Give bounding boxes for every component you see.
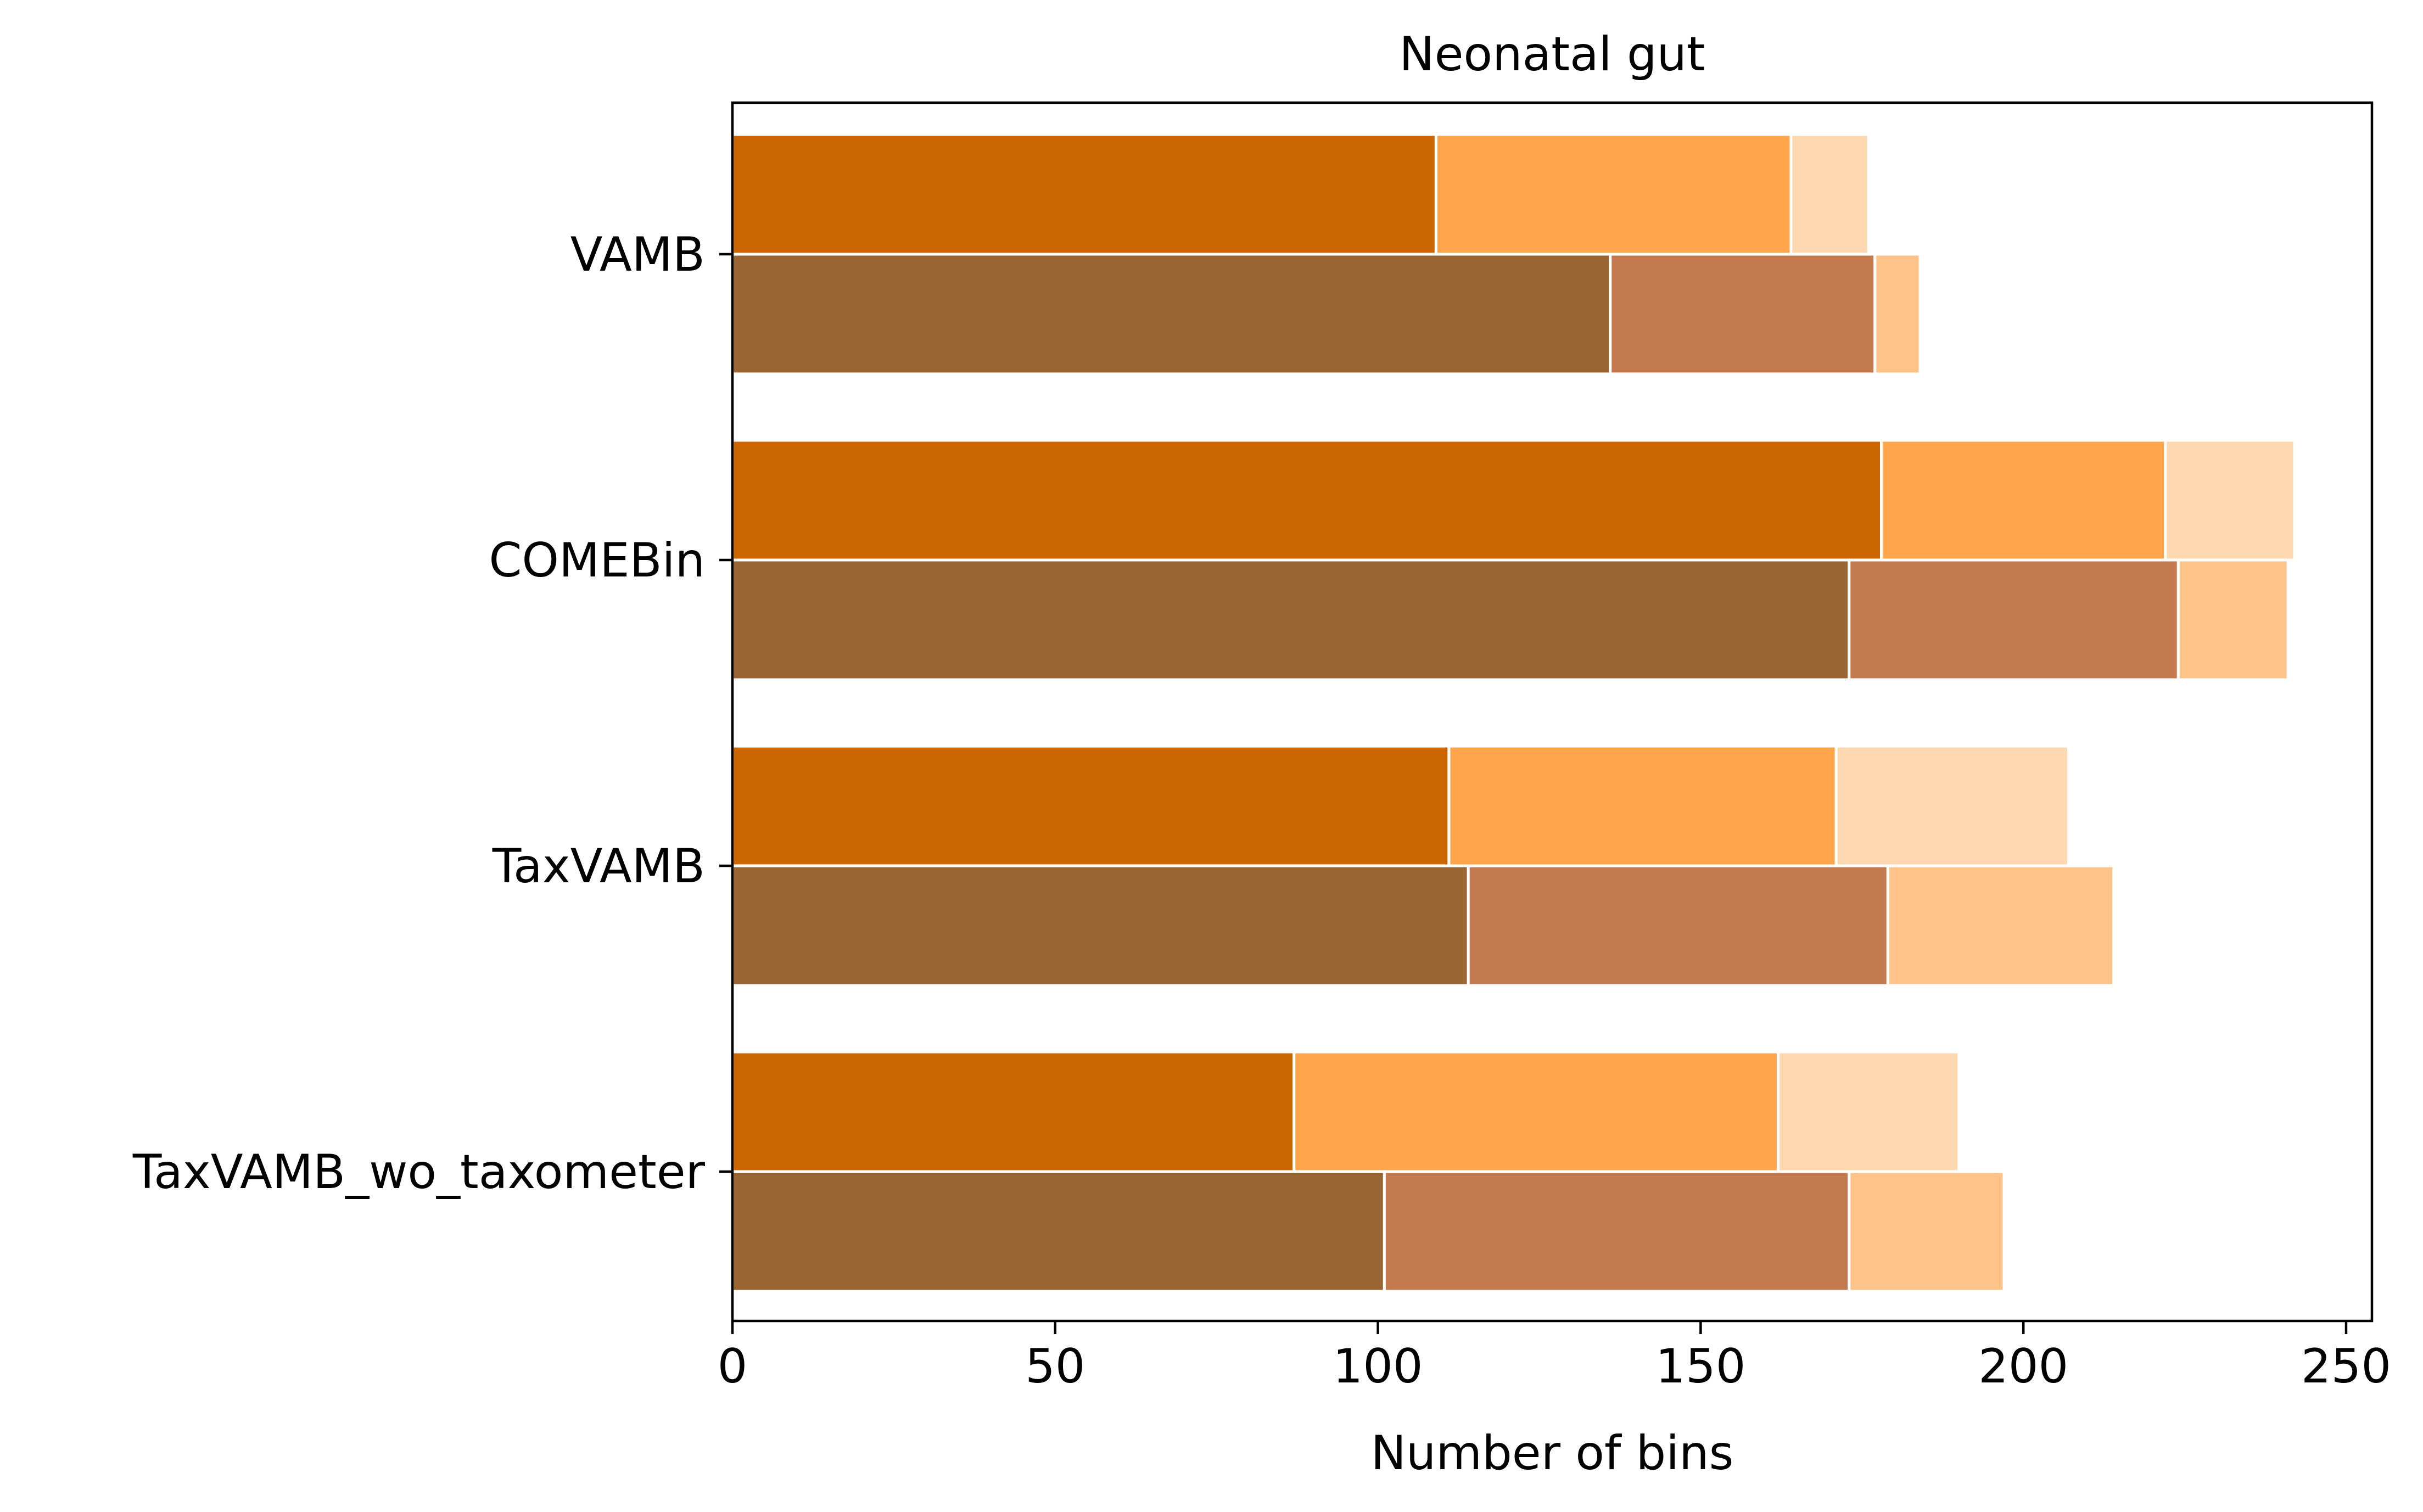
x-tick-label: 150 xyxy=(1655,1339,1745,1394)
bar-taxvamb-g2-s1 xyxy=(731,864,1470,987)
bar-vamb-g2-s2 xyxy=(1609,253,1877,376)
x-tick-label: 200 xyxy=(1978,1339,2068,1394)
y-tick-label-taxvamb: TaxVAMB xyxy=(492,839,705,894)
bar-vamb-g2-s3 xyxy=(1873,253,1922,376)
x-axis: 0 50 100 150 200 250 xyxy=(718,1321,2391,1394)
bar-taxvamb-wo-taxometer-g1-s2 xyxy=(1292,1050,1780,1173)
plot-frame xyxy=(731,101,2374,1323)
chart-title: Neonatal gut xyxy=(1399,27,1705,82)
bar-vamb-g1-s3 xyxy=(1789,133,1870,256)
y-tick-label-comebin: COMEBin xyxy=(489,533,705,588)
y-tick-label-vamb: VAMB xyxy=(570,227,705,282)
bar-vamb-g2-s1 xyxy=(731,253,1612,376)
bar-comebin-g1-s3 xyxy=(2164,439,2296,562)
bar-taxvamb-wo-taxometer-g2-s3 xyxy=(1848,1170,2006,1293)
bar-taxvamb-g2-s2 xyxy=(1467,864,1889,987)
bar-taxvamb-g2-s3 xyxy=(1886,864,2116,987)
bar-taxvamb-wo-taxometer-g1-s3 xyxy=(1776,1050,1961,1173)
y-tick-label-taxvamb-wo-taxometer: TaxVAMB_wo_taxometer xyxy=(132,1145,706,1200)
bar-taxvamb-g1-s3 xyxy=(1834,744,2070,867)
bar-taxvamb-wo-taxometer-g2-s1 xyxy=(731,1170,1386,1293)
y-axis: VAMB COMEBin TaxVAMB TaxVAMB_wo_taxometer xyxy=(132,227,732,1200)
x-axis-label: Number of bins xyxy=(1371,1426,1734,1481)
bar-taxvamb-g1-s1 xyxy=(731,744,1451,867)
bar-vamb-g1-s1 xyxy=(731,133,1437,256)
x-tick-label: 100 xyxy=(1333,1339,1423,1394)
x-tick-label: 50 xyxy=(1025,1339,1085,1394)
bar-taxvamb-g1-s2 xyxy=(1447,744,1838,867)
bar-taxvamb-wo-taxometer-g2-s2 xyxy=(1383,1170,1851,1293)
bar-comebin-g1-s1 xyxy=(731,439,1883,562)
bar-comebin-g2-s3 xyxy=(2176,558,2290,681)
bar-comebin-g2-s2 xyxy=(1848,558,2180,681)
bar-comebin-g2-s1 xyxy=(731,558,1851,681)
x-tick-label: 0 xyxy=(718,1339,748,1394)
bar-vamb-g1-s2 xyxy=(1434,133,1793,256)
bar-taxvamb-wo-taxometer-g1-s1 xyxy=(731,1050,1296,1173)
bar-comebin-g1-s2 xyxy=(1880,439,2167,562)
x-tick-label: 250 xyxy=(2301,1339,2391,1394)
bars-layer xyxy=(731,133,2296,1293)
